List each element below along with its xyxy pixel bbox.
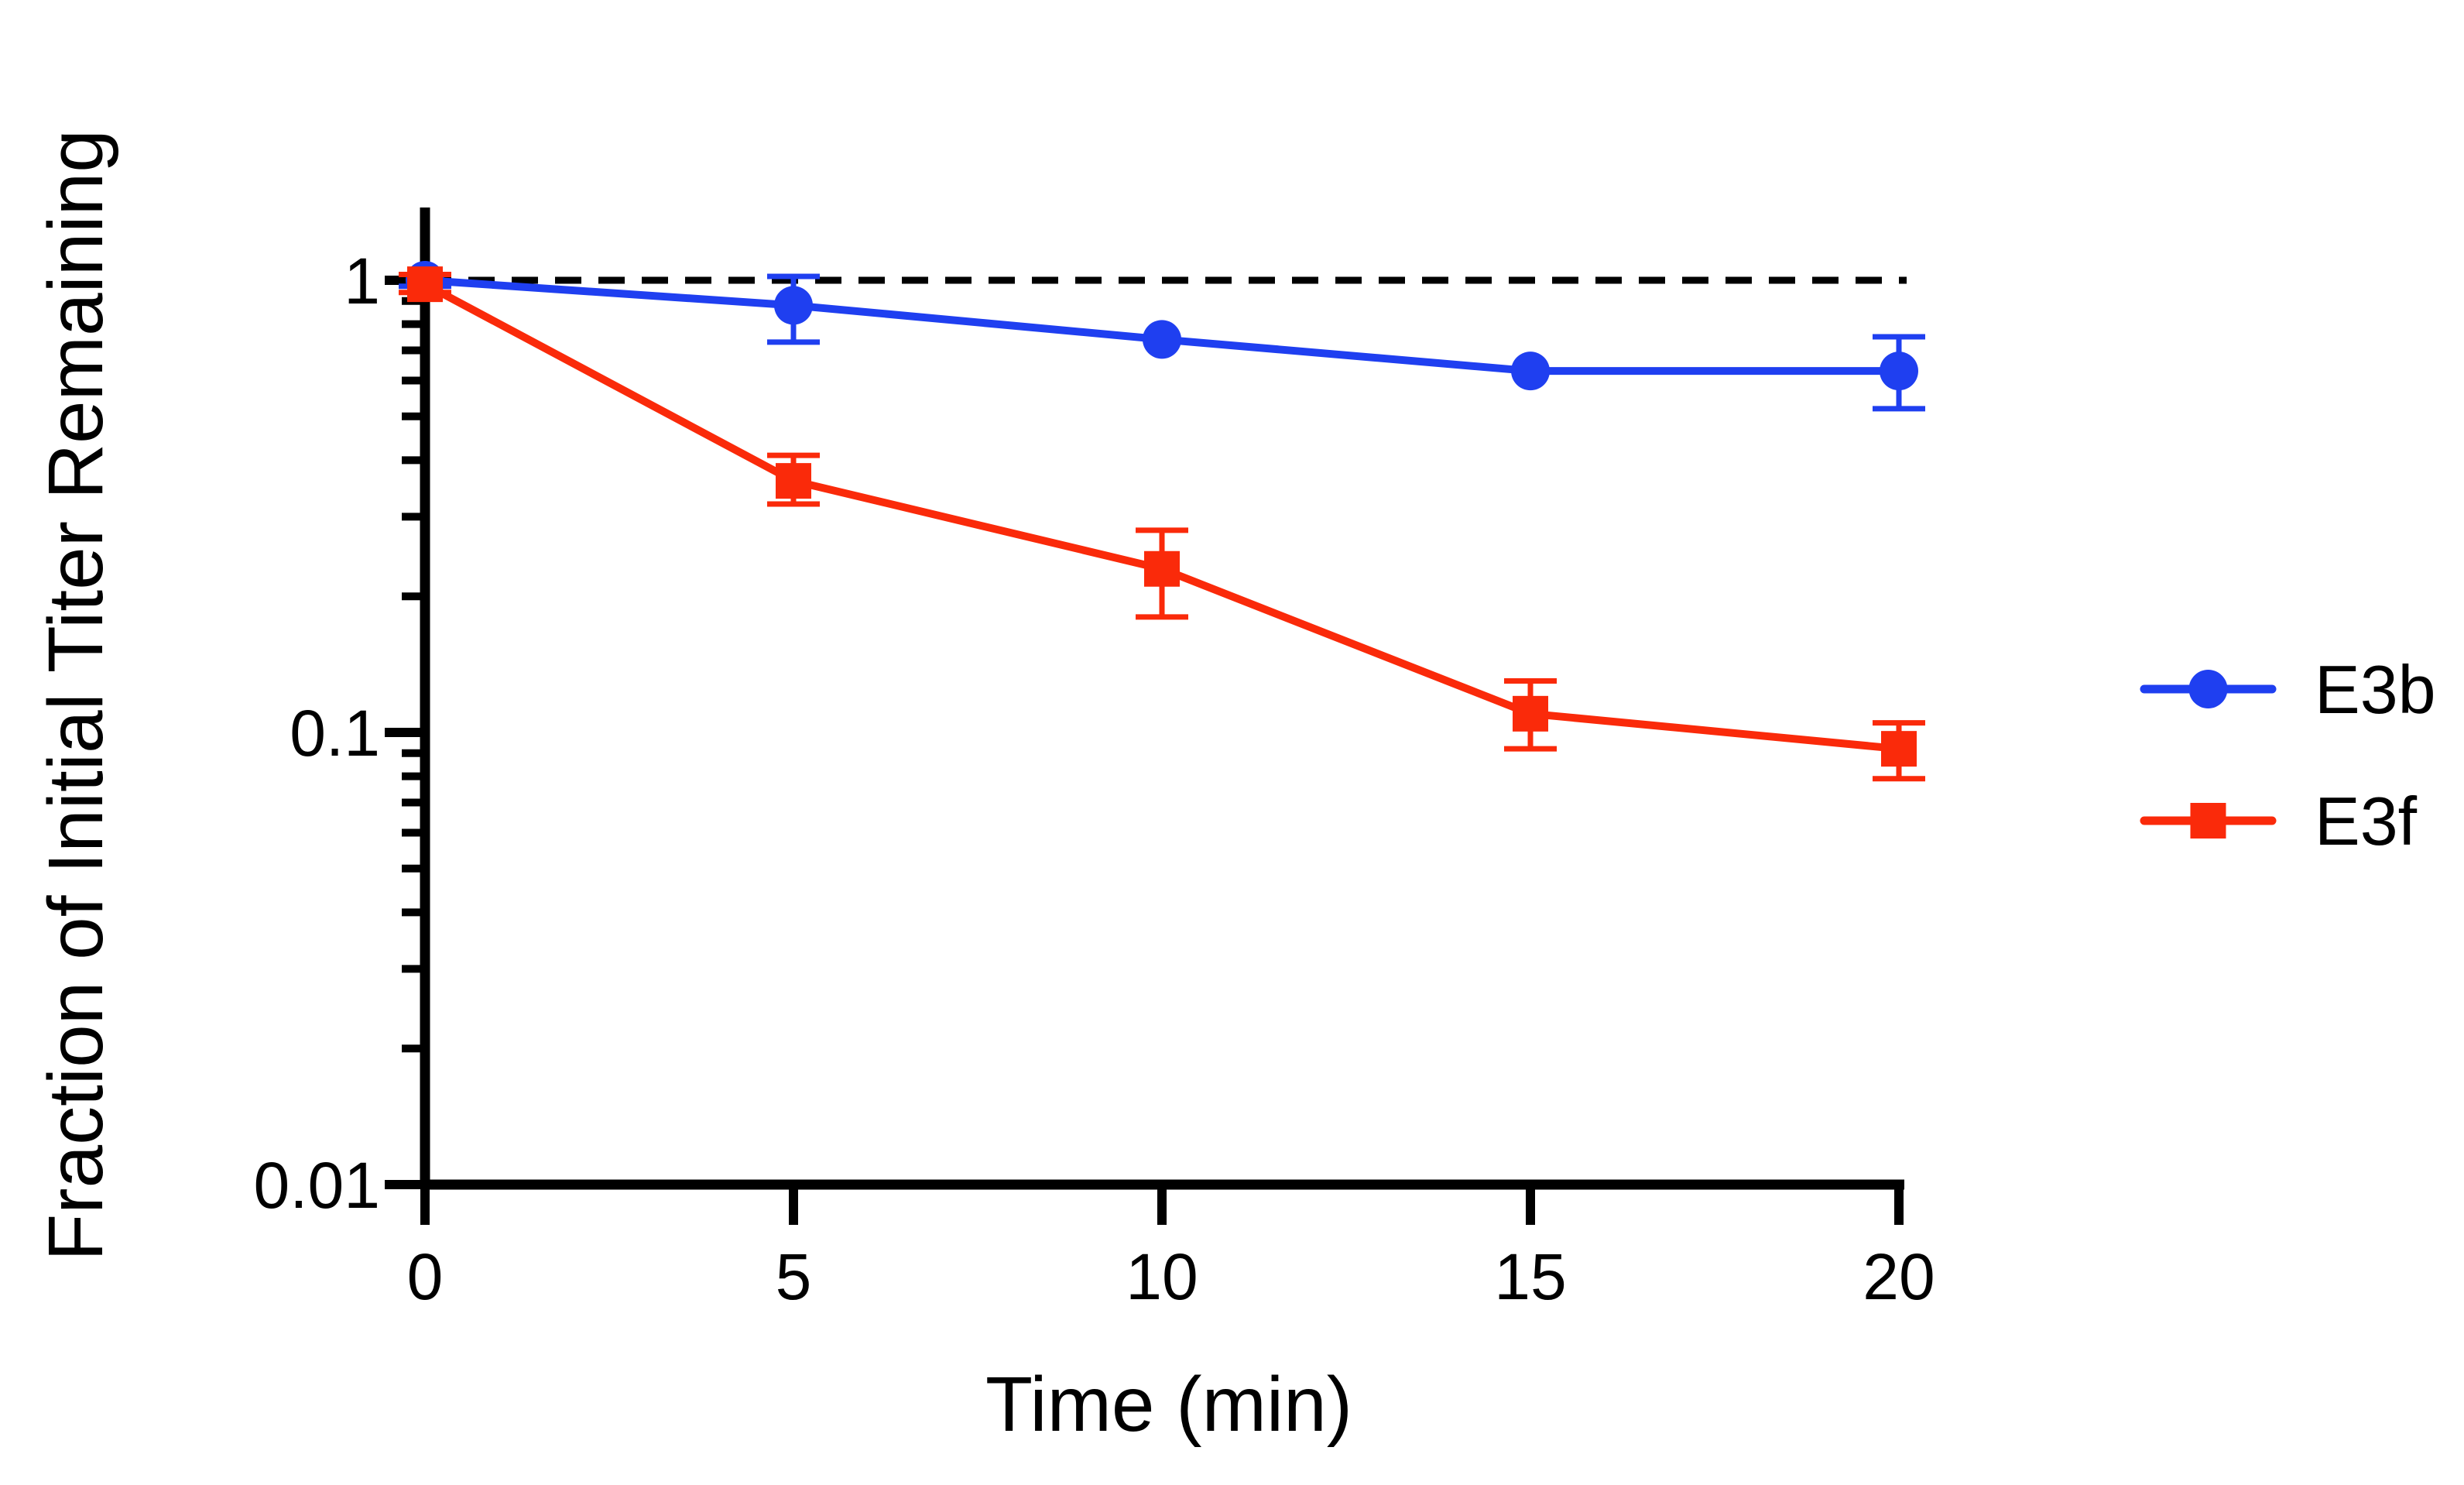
data-point-E3b xyxy=(774,286,813,325)
data-point-E3b xyxy=(1880,352,1918,391)
x-axis-ticks: 0 5 10 15 20 xyxy=(407,1185,1935,1313)
legend: E3b E3f xyxy=(2140,651,2436,859)
x-tick-label: 10 xyxy=(1126,1240,1198,1313)
series-E3f xyxy=(399,266,1925,782)
legend-label: E3b xyxy=(2315,651,2436,728)
x-tick-label: 0 xyxy=(407,1240,444,1313)
legend-marker xyxy=(2188,670,2228,708)
data-point-E3f xyxy=(1144,550,1180,587)
y-axis-title: Fraction of Initial Titer Remaining xyxy=(33,129,119,1261)
y-axis-ticks: 0.01 0.1 1 xyxy=(254,245,425,1222)
data-point-E3f xyxy=(407,266,443,303)
x-tick-label: 5 xyxy=(776,1240,812,1313)
y-tick-label: 1 xyxy=(344,245,380,317)
data-point-E3f xyxy=(1881,731,1917,767)
data-point-E3f xyxy=(1513,695,1548,732)
y-tick-label: 0.01 xyxy=(254,1149,381,1222)
data-point-E3b xyxy=(1511,352,1550,391)
x-tick-label: 20 xyxy=(1863,1240,1935,1313)
series-layer xyxy=(399,261,1925,782)
legend-item-E3f: E3f xyxy=(2140,783,2418,859)
x-tick-label: 15 xyxy=(1494,1240,1566,1313)
legend-item-E3b: E3b xyxy=(2140,651,2436,728)
legend-label: E3f xyxy=(2315,783,2418,859)
data-point-E3b xyxy=(1143,320,1181,359)
data-point-E3f xyxy=(776,463,811,499)
x-axis-title: Time (min) xyxy=(985,1361,1352,1448)
legend-marker xyxy=(2190,803,2226,839)
y-tick-label: 0.1 xyxy=(290,697,380,770)
